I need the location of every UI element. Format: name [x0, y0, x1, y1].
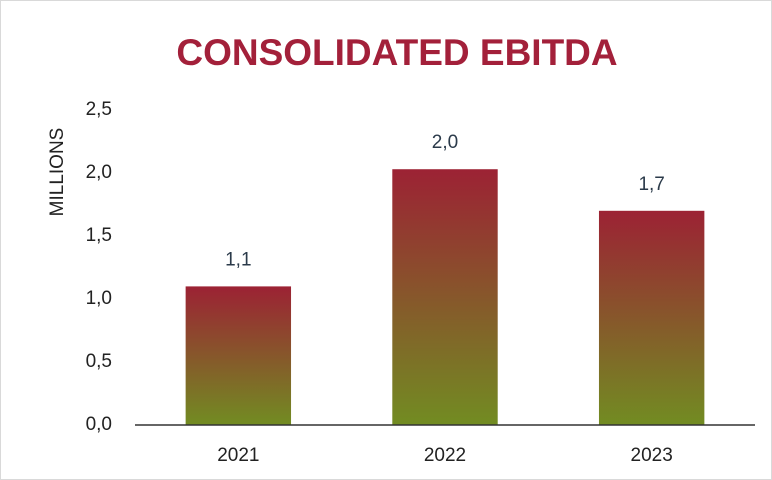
y-tick-label: 0,5	[86, 351, 112, 372]
x-tick-label: 2023	[631, 445, 673, 466]
value-label: 1,7	[638, 174, 664, 195]
bar	[185, 286, 292, 425]
y-tick-label: 1,0	[86, 288, 112, 309]
y-tick-label: 1,5	[86, 225, 112, 246]
y-tick-label: 2,5	[86, 99, 112, 120]
value-label: 1,1	[225, 249, 251, 270]
y-tick-label: 0,0	[86, 414, 112, 435]
y-axis-label: MILLIONS	[47, 128, 68, 217]
bar	[598, 210, 705, 425]
x-tick-label: 2021	[217, 445, 259, 466]
bar	[392, 169, 498, 425]
y-tick-label: 2,0	[86, 162, 112, 183]
value-label: 2,0	[432, 132, 458, 153]
x-tick-label: 2022	[424, 445, 466, 466]
chart-title: CONSOLIDATED EBITDA	[176, 32, 617, 73]
